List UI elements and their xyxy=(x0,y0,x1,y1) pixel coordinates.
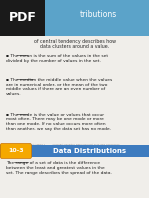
Text: of central tendency describes how
data clusters around a value.: of central tendency describes how data c… xyxy=(34,39,115,50)
Text: PDF: PDF xyxy=(8,11,36,24)
Text: tributions: tributions xyxy=(80,10,117,19)
FancyBboxPatch shape xyxy=(0,0,45,36)
Text: Data Distributions: Data Distributions xyxy=(53,148,126,154)
Text: 10-3: 10-3 xyxy=(8,148,24,153)
FancyBboxPatch shape xyxy=(0,145,149,157)
Text: ▪ The median the middle value when the values
are in numerical order, or the mea: ▪ The median the middle value when the v… xyxy=(6,78,112,96)
Text: ▪ The mode is the value or values that occur
most often. There may be one mode o: ▪ The mode is the value or values that o… xyxy=(6,113,111,131)
Text: ▪ The mean is the sum of the values in the set
divided by the number of values i: ▪ The mean is the sum of the values in t… xyxy=(6,54,108,63)
FancyBboxPatch shape xyxy=(0,144,32,158)
FancyBboxPatch shape xyxy=(0,0,149,36)
Text: Holt Algebra 1          Copyright Houghton Mifflin Harcourt 2013 ISBN XXXXXXXXX: Holt Algebra 1 Copyright Houghton Miffli… xyxy=(29,144,120,145)
Text: The range of a set of data is the difference
between the least and greatest valu: The range of a set of data is the differ… xyxy=(6,161,112,175)
